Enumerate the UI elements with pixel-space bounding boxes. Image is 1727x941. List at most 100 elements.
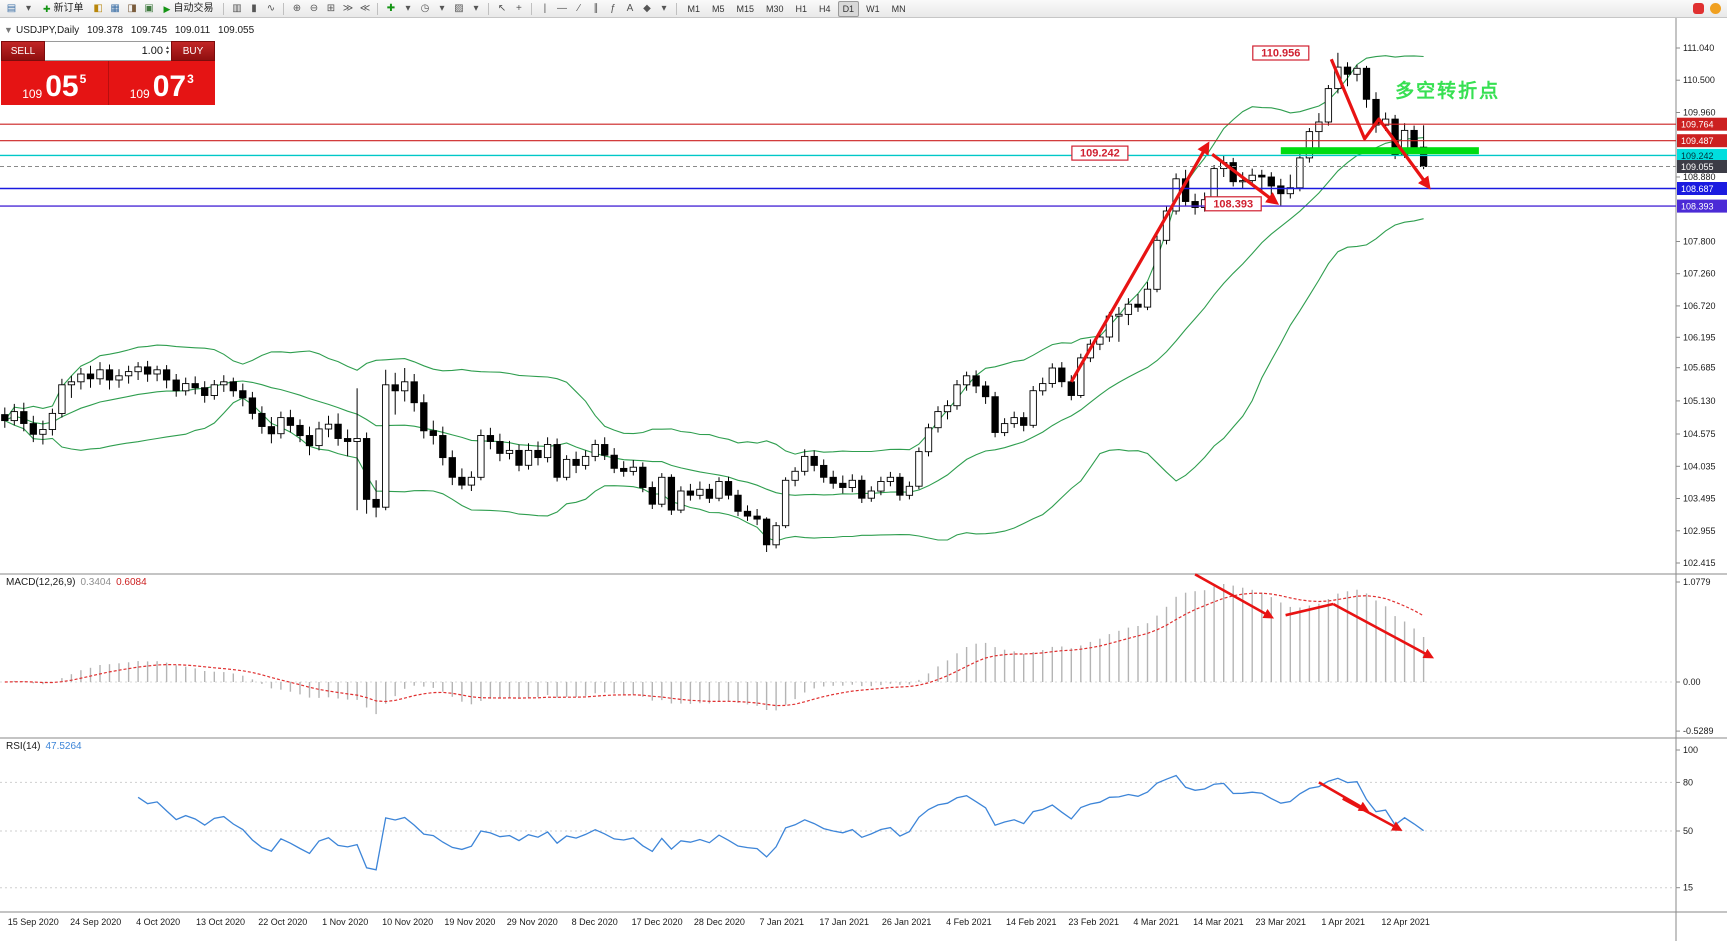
alert-icon[interactable] [1693, 3, 1704, 14]
axis-label-108.393[interactable] [1677, 199, 1727, 213]
indicators-dropdown-icon[interactable]: ▾ [405, 2, 411, 14]
svg-text:105.130: 105.130 [1683, 396, 1716, 406]
volume-value[interactable]: 1.00 [141, 45, 163, 57]
timeframe-MN[interactable]: MN [891, 3, 906, 14]
ask-price[interactable]: 109 07 3 [109, 61, 216, 105]
svg-text:111.040: 111.040 [1683, 43, 1714, 53]
market-watch-icon[interactable]: ◧ [93, 2, 103, 14]
svg-text:0.00: 0.00 [1683, 677, 1701, 687]
fibonacci-icon[interactable]: ƒ [610, 2, 616, 14]
svg-text:102.415: 102.415 [1683, 558, 1716, 568]
volume-stepper[interactable]: ▴ ▾ [165, 45, 169, 56]
periods-icon[interactable]: ◷ [420, 2, 430, 14]
svg-text:109.242: 109.242 [1681, 151, 1714, 161]
trend-arrow[interactable] [1285, 602, 1334, 617]
svg-text:15 Sep 2020: 15 Sep 2020 [8, 917, 59, 927]
price-tag-108.393[interactable] [1204, 196, 1262, 212]
cursor-icon[interactable]: ↖ [497, 2, 507, 14]
bid-frac: 5 [79, 72, 87, 86]
axis-label-109.764[interactable] [1677, 117, 1727, 131]
text-label-icon[interactable]: A [626, 2, 634, 14]
timeframe-M1[interactable]: M1 [687, 3, 700, 14]
axis-label-108.687[interactable] [1677, 182, 1727, 195]
tile-windows-icon[interactable]: ⊞ [326, 2, 336, 14]
zoom-in-icon[interactable]: ⊕ [292, 2, 302, 14]
navigator-icon[interactable]: ◨ [127, 2, 137, 14]
vertical-line-icon[interactable]: | [543, 2, 547, 14]
chart-shift-icon[interactable]: ≪ [359, 2, 371, 14]
candlestick-chart-icon[interactable]: ▮ [251, 2, 257, 14]
horizontal-line-icon[interactable]: — [556, 2, 567, 14]
trend-arrow[interactable] [1318, 781, 1370, 812]
arrows-icon[interactable]: ◆ [643, 2, 651, 14]
symbol-info: USDJPY,Daily 109.378 109.745 109.011 109… [16, 25, 259, 36]
ohlc-open: 109.378 [86, 25, 124, 36]
trend-arrow[interactable] [1069, 141, 1210, 383]
bar-chart-icon[interactable]: ▥ [232, 2, 242, 14]
sell-button[interactable]: SELL [1, 41, 45, 61]
auto-scroll-icon[interactable]: ≫ [342, 2, 354, 14]
volume-down-icon[interactable]: ▾ [165, 50, 169, 56]
timeframe-H4[interactable]: H4 [819, 3, 831, 14]
auto-trading-button[interactable]: ▶ 自动交易 [163, 2, 214, 14]
trend-arrow[interactable] [1194, 573, 1275, 619]
periods-dropdown-icon[interactable]: ▾ [439, 2, 445, 14]
terminal-icon[interactable]: ▣ [144, 2, 154, 14]
symbol-title: USDJPY,Daily [16, 25, 80, 36]
svg-text:107.260: 107.260 [1683, 269, 1716, 279]
timeframe-M15[interactable]: M15 [736, 3, 755, 14]
timeframe-D1[interactable]: D1 [837, 0, 860, 17]
templates-dropdown-icon[interactable]: ▾ [473, 2, 479, 14]
volume-up-icon[interactable]: ▴ [165, 45, 169, 51]
timeframe-M30[interactable]: M30 [766, 3, 784, 14]
bid-prefix: 109 [22, 87, 43, 101]
svg-text:29 Nov 2020: 29 Nov 2020 [507, 917, 558, 927]
trend-arrow[interactable] [1329, 58, 1431, 190]
axis-label-109.242[interactable] [1677, 148, 1727, 162]
equidistant-channel-icon[interactable]: ∥ [593, 2, 599, 14]
timeframe-M5[interactable]: M5 [711, 3, 725, 14]
toolbar-separator [377, 2, 379, 15]
templates-icon[interactable]: ▨ [454, 2, 464, 14]
ask-prefix: 109 [129, 87, 150, 101]
data-window-icon[interactable]: ▦ [110, 2, 120, 14]
svg-text:4 Oct 2020: 4 Oct 2020 [136, 917, 180, 927]
crosshair-icon[interactable]: + [516, 2, 522, 14]
toolbar: ▤ ▾ ✚ 新订单 ◧ ▦ ◨ ▣ ▶ 自动交易 ▥ ▮ ∿ ⊕ ⊖ ⊞ ≫ ≪ ✚ ▾ ◷ ▾ ▨ ▾ ↖ + | — ∕ ∥ ƒ A ◆ ▾ M… [0, 0, 1727, 18]
new-order-button[interactable]: ✚ 新订单 [43, 2, 84, 14]
trend-arrow[interactable] [1342, 797, 1403, 831]
trend-arrow[interactable] [1211, 153, 1280, 205]
timeframe-W1[interactable]: W1 [866, 3, 880, 14]
community-icon[interactable] [1710, 3, 1721, 14]
price-tag-annotations[interactable]: 110.956 109.242 108.393 [1071, 45, 1310, 212]
trend-arrow[interactable] [1332, 602, 1435, 659]
price-tag-109.242[interactable] [1071, 145, 1129, 161]
support-zone-bar[interactable] [1280, 147, 1479, 155]
macd-histogram [13, 584, 1425, 715]
axis-label-109.055[interactable] [1677, 160, 1727, 173]
price-axis[interactable]: 111.040 110.500 109.960 108.880 107.800 107.2… [1676, 43, 1716, 893]
arrows-dropdown-icon[interactable]: ▾ [661, 2, 667, 14]
zoom-out-icon[interactable]: ⊖ [309, 2, 319, 14]
macd-name: MACD(12,26,9) [6, 577, 76, 588]
line-chart-icon[interactable]: ∿ [266, 2, 276, 14]
buy-button[interactable]: BUY [171, 41, 215, 61]
axis-label-109.487[interactable] [1677, 134, 1727, 148]
new-chart-icon[interactable]: ▤ [6, 2, 17, 14]
timeframe-H1[interactable]: H1 [795, 3, 808, 14]
chart-list-dropdown-icon[interactable]: ▾ [25, 2, 32, 14]
time-axis[interactable]: 15 Sep 2020 24 Sep 2020 4 Oct 2020 13 Oct 2… [8, 917, 1430, 927]
price-tag-110.956[interactable] [1252, 45, 1310, 61]
turning-point-note[interactable]: 多空转折点 [1395, 79, 1500, 102]
price-lines[interactable] [0, 123, 1676, 207]
one-click-collapse-icon[interactable]: ▼ [4, 25, 13, 35]
svg-text:14 Mar 2021: 14 Mar 2021 [1193, 917, 1244, 927]
volume-field[interactable]: 1.00 ▴ ▾ [45, 41, 171, 61]
trendline-icon[interactable]: ∕ [578, 2, 580, 14]
svg-text:26 Jan 2021: 26 Jan 2021 [882, 917, 932, 927]
indicators-icon[interactable]: ✚ [386, 2, 396, 14]
svg-text:108.393: 108.393 [1681, 202, 1714, 212]
bid-price[interactable]: 109 05 5 [1, 61, 108, 105]
